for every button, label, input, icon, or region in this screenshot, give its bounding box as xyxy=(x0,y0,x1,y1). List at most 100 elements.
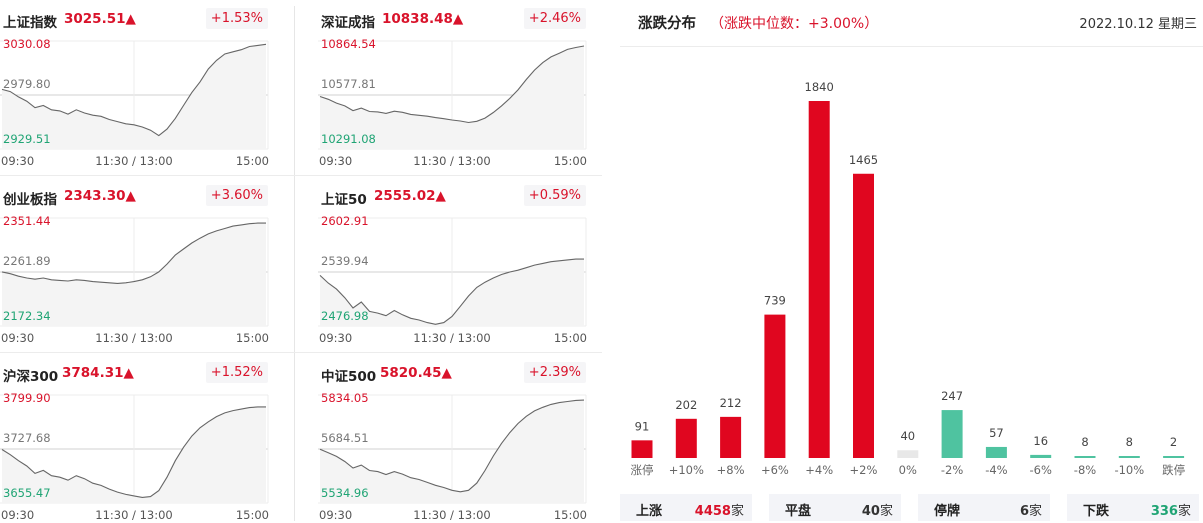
index-minute-chart: 3799.90 3727.68 3655.47 09:30 11:30 / 13:00 1… xyxy=(0,391,269,522)
bar-value-label: 57 xyxy=(989,426,1004,440)
price-label-high: 3799.90 xyxy=(3,391,51,405)
index-grid: 上证指数 3025.51▲ +1.53% 3030.08 2979.80 2929.51 0… xyxy=(0,3,602,523)
distribution-bar[interactable] xyxy=(985,446,1007,458)
distribution-bar[interactable] xyxy=(808,101,830,458)
time-tick-label: 11:30 / 13:00 xyxy=(95,154,172,168)
price-label-mid: 2979.80 xyxy=(3,77,51,91)
price-label-high: 2602.91 xyxy=(321,214,369,228)
bar-value-label: 202 xyxy=(675,398,697,412)
bar-category-label: -4% xyxy=(985,463,1007,477)
index-header: 上证50 2555.02▲ +0.59% xyxy=(318,180,590,208)
index-panel-csi-300[interactable]: 沪深300 3784.31▲ +1.52% 3799.90 3727.68 3655.47… xyxy=(0,357,272,523)
index-minute-chart: 3030.08 2979.80 2929.51 09:30 11:30 / 13:00 1… xyxy=(0,37,269,168)
price-label-mid: 10577.81 xyxy=(321,77,376,91)
index-line xyxy=(1,406,266,498)
summary-value: 6家 xyxy=(1020,500,1042,519)
index-line-area xyxy=(2,223,266,326)
index-panel-szse-component[interactable]: 深证成指 10838.48▲ +2.46% 10864.54 10577.81 10291… xyxy=(318,3,590,175)
index-line xyxy=(319,258,584,325)
index-minute-chart: 10864.54 10577.81 10291.08 09:30 11:30 / 13:… xyxy=(318,37,587,168)
price-label-mid: 2539.94 xyxy=(321,254,369,268)
index-change-badge: +2.39% xyxy=(523,362,586,383)
summary-rise: 上涨 4458家 xyxy=(620,494,752,521)
index-value: 2555.02▲ xyxy=(374,188,446,204)
index-header: 创业板指 2343.30▲ +3.60% xyxy=(0,180,272,208)
distribution-median: （涨跌中位数：+3.00%） xyxy=(710,16,879,32)
summary-label: 平盘 xyxy=(785,504,812,519)
index-header: 深证成指 10838.48▲ +2.46% xyxy=(318,3,590,31)
index-change-badge: +2.46% xyxy=(523,8,586,29)
price-label-high: 5834.05 xyxy=(321,391,369,405)
index-line xyxy=(319,45,585,124)
distribution-bar[interactable] xyxy=(941,410,963,458)
summary-value: 336家 xyxy=(1151,500,1191,519)
bar-category-label: 0% xyxy=(899,463,917,477)
bar-category-label: +6% xyxy=(761,463,789,477)
index-value: 2343.30▲ xyxy=(64,188,136,204)
index-line-area xyxy=(320,259,584,326)
price-label-low: 2476.98 xyxy=(321,309,369,323)
bar-value-label: 739 xyxy=(764,294,786,308)
time-tick-label: 09:30 xyxy=(319,154,352,168)
time-tick-label: 11:30 / 13:00 xyxy=(95,331,172,345)
index-change-badge: +1.52% xyxy=(205,362,268,383)
summary-unit: 家 xyxy=(1177,504,1191,519)
bar-value-label: 212 xyxy=(720,396,742,410)
bar-category-label: -10% xyxy=(1114,463,1144,477)
summary-unit: 家 xyxy=(879,504,893,519)
bar-value-label: 1840 xyxy=(805,80,834,94)
time-tick-label: 11:30 / 13:00 xyxy=(95,508,172,522)
summary-label: 上涨 xyxy=(636,504,663,519)
index-change-badge: +1.53% xyxy=(205,8,268,29)
index-line xyxy=(319,399,585,493)
bar-value-label: 16 xyxy=(1033,434,1048,448)
distribution-bar[interactable] xyxy=(631,440,653,458)
price-label-mid: 2261.89 xyxy=(3,254,51,268)
index-panel-sse-50[interactable]: 上证50 2555.02▲ +0.59% 2602.91 2539.94 2476.98 0… xyxy=(318,180,590,352)
price-label-low: 3655.47 xyxy=(3,486,51,500)
bar-value-label: 247 xyxy=(941,389,963,403)
index-panel-csi-500[interactable]: 中证500 5820.45▲ +2.39% 5834.05 5684.51 5534.96… xyxy=(318,357,590,523)
price-label-low: 2172.34 xyxy=(3,309,51,323)
index-panel-sse-composite[interactable]: 上证指数 3025.51▲ +1.53% 3030.08 2979.80 2929.51 0… xyxy=(0,3,272,175)
index-value: 10838.48▲ xyxy=(382,11,464,27)
summary-flat: 平盘 40家 xyxy=(769,494,901,521)
index-panel-chinext[interactable]: 创业板指 2343.30▲ +3.60% 2351.44 2261.89 2172.34 0… xyxy=(0,180,272,352)
price-label-mid: 3727.68 xyxy=(3,431,51,445)
time-tick-label: 15:00 xyxy=(236,331,269,345)
price-label-low: 2929.51 xyxy=(3,132,51,146)
distribution-bar[interactable] xyxy=(675,418,697,458)
index-line-area xyxy=(2,44,266,149)
summary-value: 40家 xyxy=(862,500,893,519)
summary-label: 下跌 xyxy=(1083,504,1110,519)
bar-category-label: +10% xyxy=(669,463,704,477)
summary-value: 4458家 xyxy=(695,500,744,519)
time-tick-label: 15:00 xyxy=(554,154,587,168)
summary-suspended: 停牌 6家 xyxy=(918,494,1050,521)
distribution-bar[interactable] xyxy=(720,416,742,458)
distribution-bar[interactable] xyxy=(853,173,874,458)
trade-date: 2022.10.12 星期三 xyxy=(1079,17,1197,32)
price-label-high: 10864.54 xyxy=(321,37,376,51)
index-line-area xyxy=(320,46,584,149)
price-label-low: 10291.08 xyxy=(321,132,376,146)
index-line-area xyxy=(2,406,266,503)
distribution-bar[interactable] xyxy=(1074,456,1096,458)
index-line xyxy=(1,43,267,137)
index-change-badge: +0.59% xyxy=(523,185,586,206)
price-label-high: 2351.44 xyxy=(3,214,51,228)
time-tick-label: 15:00 xyxy=(236,154,269,168)
index-header: 沪深300 3784.31▲ +1.52% xyxy=(0,357,272,385)
distribution-bar[interactable] xyxy=(1118,456,1140,458)
distribution-bar[interactable] xyxy=(1163,456,1185,458)
price-label-low: 5534.96 xyxy=(321,486,369,500)
index-header: 上证指数 3025.51▲ +1.53% xyxy=(0,3,272,31)
distribution-bar[interactable] xyxy=(764,314,786,458)
price-label-mid: 5684.51 xyxy=(321,431,369,445)
time-tick-label: 11:30 / 13:00 xyxy=(413,331,490,345)
distribution-bar[interactable] xyxy=(1030,454,1052,458)
title-divider xyxy=(620,46,1203,47)
distribution-bar[interactable] xyxy=(897,450,919,458)
index-name: 上证50 xyxy=(321,192,367,208)
distribution-title: 涨跌分布 xyxy=(638,16,696,32)
